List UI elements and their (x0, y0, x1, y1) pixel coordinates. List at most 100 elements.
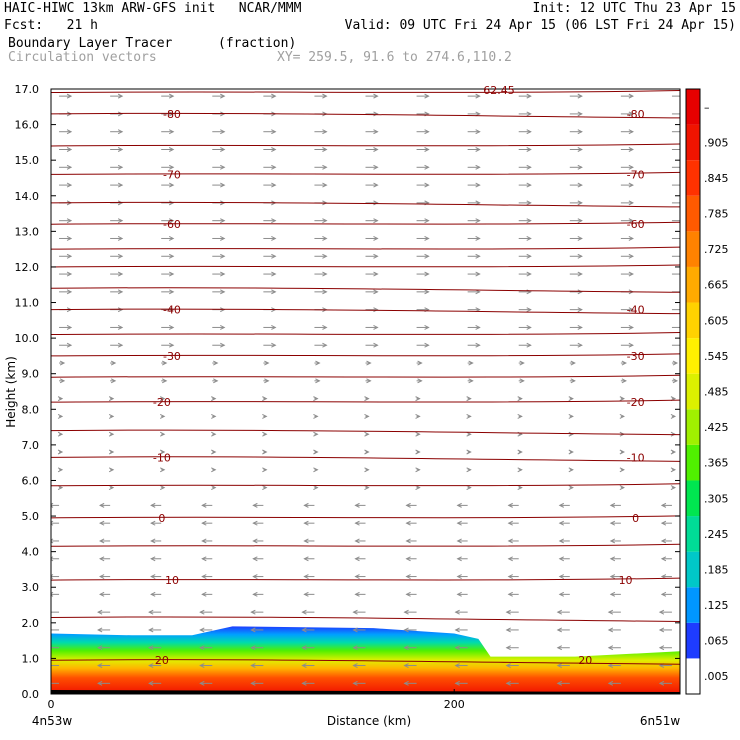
vector-head (568, 449, 574, 455)
vector-head (59, 360, 66, 366)
vector-head (199, 663, 205, 668)
vector-head (403, 627, 409, 633)
vector-head (679, 165, 680, 170)
vector-head (558, 502, 565, 508)
vector-head (679, 93, 680, 99)
vector-head (303, 574, 309, 580)
vector-head (51, 627, 52, 633)
vector-head (456, 574, 462, 580)
vector-head (373, 253, 379, 259)
vector-head (468, 378, 474, 384)
temperature-contour-line (51, 659, 680, 665)
y-tick-label: 0.0 (22, 688, 40, 701)
contour-label: -20 (627, 396, 645, 409)
vector-head (211, 449, 217, 455)
vector-head (628, 307, 634, 313)
vector-head (577, 271, 583, 277)
temperature-contour-line (51, 543, 680, 547)
contour-label: -40 (627, 304, 645, 317)
colorbar-swatch (686, 195, 700, 232)
vector-head (556, 609, 563, 615)
vector-head (558, 574, 565, 580)
y-tick-label: 14.0 (15, 190, 40, 203)
vector-head (373, 200, 379, 206)
vector-head (373, 111, 379, 117)
vector-head (352, 645, 358, 651)
vector-head (628, 129, 634, 135)
vector-head (558, 591, 565, 597)
vector-head (424, 289, 430, 295)
vector-head (526, 307, 532, 313)
vector-head (456, 538, 462, 544)
vector-head (168, 236, 175, 241)
vector-head (262, 396, 268, 402)
vector-head (415, 413, 421, 419)
colorbar-frame (685, 88, 701, 695)
vector-head (108, 431, 115, 437)
vector-head (373, 218, 379, 224)
vector-head (475, 129, 481, 135)
vector-head (57, 485, 64, 491)
temperature-contour-line (51, 616, 680, 622)
vector-head (271, 236, 277, 241)
vector-head (475, 342, 481, 348)
y-axis: 0.0 1.0 2.0 3.0 4.0 5.0 6.0 7.0 8.0 9.0 10.0 11.0 12… (15, 83, 680, 701)
vector-head (59, 378, 66, 384)
vector-head (99, 502, 105, 508)
vector-head (313, 485, 319, 491)
vector-head (108, 396, 115, 402)
vector-head (211, 431, 217, 437)
vector-head (150, 556, 156, 562)
vector-head (454, 645, 460, 651)
vector-head (658, 627, 665, 633)
vector-head (424, 342, 430, 348)
colorbar-label: .785 (704, 208, 729, 221)
vector-head (211, 413, 217, 419)
vector-head (424, 253, 430, 259)
contour-label: -30 (627, 350, 645, 363)
colorbar-label: .245 (704, 528, 729, 541)
vector-head (505, 663, 511, 668)
vector-head (364, 396, 370, 402)
vector-head (619, 396, 625, 402)
vector-head (466, 485, 472, 491)
colorbar-label: .065 (704, 635, 729, 648)
vector-head (322, 182, 328, 188)
vector-head (403, 609, 409, 615)
vector-head (213, 360, 219, 366)
vector-head (609, 591, 616, 597)
vector-head (250, 645, 256, 651)
y-tick-label: 7.0 (22, 439, 40, 452)
vector-head (51, 610, 52, 615)
vector-head (250, 609, 256, 615)
vector-head (505, 680, 511, 686)
vector-head (526, 129, 532, 135)
vector-head (301, 663, 307, 668)
vector-head (57, 396, 64, 402)
vector-head (577, 111, 583, 117)
vector-head (252, 556, 258, 562)
vector-head (250, 663, 256, 668)
y-tick-label: 15.0 (15, 154, 40, 167)
colorbar-label: .725 (704, 243, 729, 256)
vector-head (468, 360, 474, 366)
top-contour-label: 62.45 (483, 84, 515, 97)
vector-head (607, 627, 614, 633)
vector-head (373, 236, 379, 241)
vector-head (97, 680, 103, 686)
temperature-contour-line (51, 429, 680, 436)
vector-head (373, 307, 379, 313)
vector-head (322, 253, 328, 259)
header-title: HAIC-HIWC 13km ARW-GFS init NCAR/MMM (4, 1, 302, 16)
vector-head (672, 378, 679, 384)
vector-head (507, 502, 513, 508)
vector-head (313, 396, 319, 402)
plot-frame (50, 88, 681, 695)
vector-head (262, 431, 268, 437)
vector-head (607, 680, 614, 686)
vector-head (519, 378, 525, 384)
vector-head (51, 681, 52, 686)
vector-head (354, 520, 360, 526)
vector-head (262, 485, 268, 491)
colorbar-swatch (686, 516, 700, 552)
